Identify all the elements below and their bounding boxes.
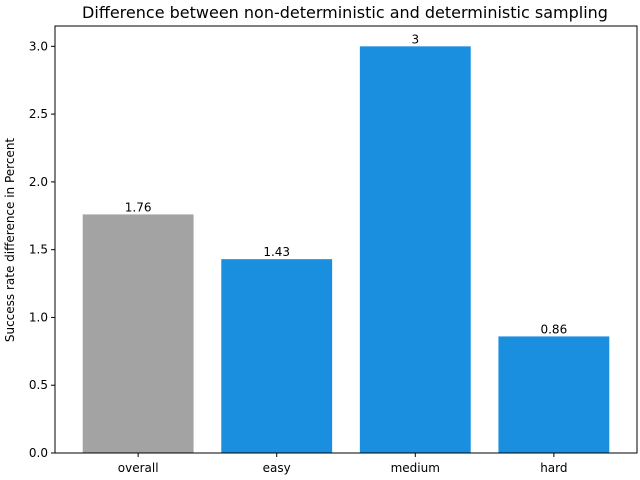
y-tick-label: 0.5	[29, 378, 48, 392]
bar-hard	[498, 336, 610, 453]
y-axis: 0.0 0.5 1.0 1.5 2.0 2.5 3.0	[29, 39, 55, 460]
data-labels: 1.76 1.43 3 0.86	[125, 32, 567, 336]
plot-frame	[54, 25, 638, 454]
chart-title: Difference between non-deterministic and…	[82, 3, 608, 22]
bar-overall	[82, 214, 194, 453]
data-label-overall: 1.76	[125, 200, 152, 214]
data-label-medium: 3	[411, 32, 419, 46]
data-label-hard: 0.86	[540, 322, 567, 336]
x-tick-label: hard	[540, 461, 567, 475]
bar-easy	[221, 259, 333, 453]
y-axis-label: Success rate difference in Percent	[3, 138, 17, 343]
y-tick-label: 2.0	[29, 175, 48, 189]
x-tick-label: easy	[263, 461, 291, 475]
x-tick-label: overall	[118, 461, 159, 475]
x-axis: overall easy medium hard	[118, 453, 568, 475]
x-tick-label: medium	[391, 461, 440, 475]
y-tick-label: 1.0	[29, 310, 48, 324]
bar-medium	[359, 46, 471, 453]
y-tick-label: 2.5	[29, 107, 48, 121]
y-tick-label: 1.5	[29, 243, 48, 257]
bars	[82, 46, 610, 453]
y-tick-label: 0.0	[29, 446, 48, 460]
y-tick-label: 3.0	[29, 39, 48, 53]
data-label-easy: 1.43	[263, 245, 290, 259]
